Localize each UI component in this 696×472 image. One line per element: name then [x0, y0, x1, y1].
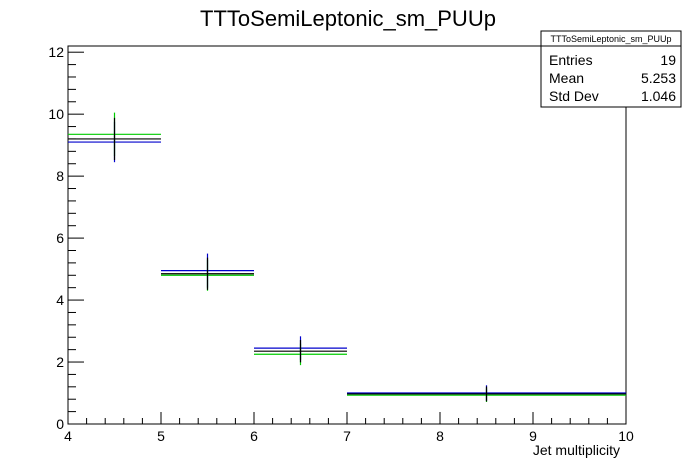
- stats-entries-label: Entries: [549, 52, 593, 68]
- y-tick-label: 2: [56, 354, 64, 370]
- stats-box: TTToSemiLeptonic_sm_PUUp Entries 19 Mean…: [540, 30, 682, 108]
- y-tick-label: 0: [56, 416, 64, 432]
- x-axis: 4 5 6 7 8 9 10: [64, 412, 634, 444]
- stats-stddev-label: Std Dev: [549, 88, 599, 104]
- series-3: [68, 117, 626, 402]
- stats-box-frame: [540, 30, 682, 108]
- x-tick-label: 6: [250, 428, 258, 444]
- chart-title: TTToSemiLeptonic_sm_PUUp: [200, 6, 496, 31]
- series-1: [68, 121, 626, 401]
- stats-mean-value: 5.253: [641, 70, 676, 86]
- series-layer: [68, 112, 626, 403]
- y-tick-label: 4: [56, 292, 64, 308]
- x-tick-label: 9: [529, 428, 537, 444]
- x-tick-label: 8: [436, 428, 444, 444]
- x-tick-label: 7: [343, 428, 351, 444]
- y-tick-label: 10: [48, 106, 64, 122]
- stats-entries-value: 19: [660, 52, 676, 68]
- x-tick-label: 10: [618, 428, 634, 444]
- stats-box-title: TTToSemiLeptonic_sm_PUUp: [550, 34, 671, 44]
- x-tick-label: 5: [157, 428, 165, 444]
- stats-mean-label: Mean: [549, 70, 584, 86]
- x-axis-label: Jet multiplicity: [533, 442, 620, 458]
- y-tick-label: 8: [56, 168, 64, 184]
- y-axis: 0 2 4 6 8 10 12: [48, 44, 84, 432]
- y-tick-label: 12: [48, 44, 64, 60]
- stats-stddev-value: 1.046: [641, 88, 676, 104]
- series-2: [68, 112, 626, 403]
- y-tick-label: 6: [56, 230, 64, 246]
- x-tick-label: 4: [64, 428, 72, 444]
